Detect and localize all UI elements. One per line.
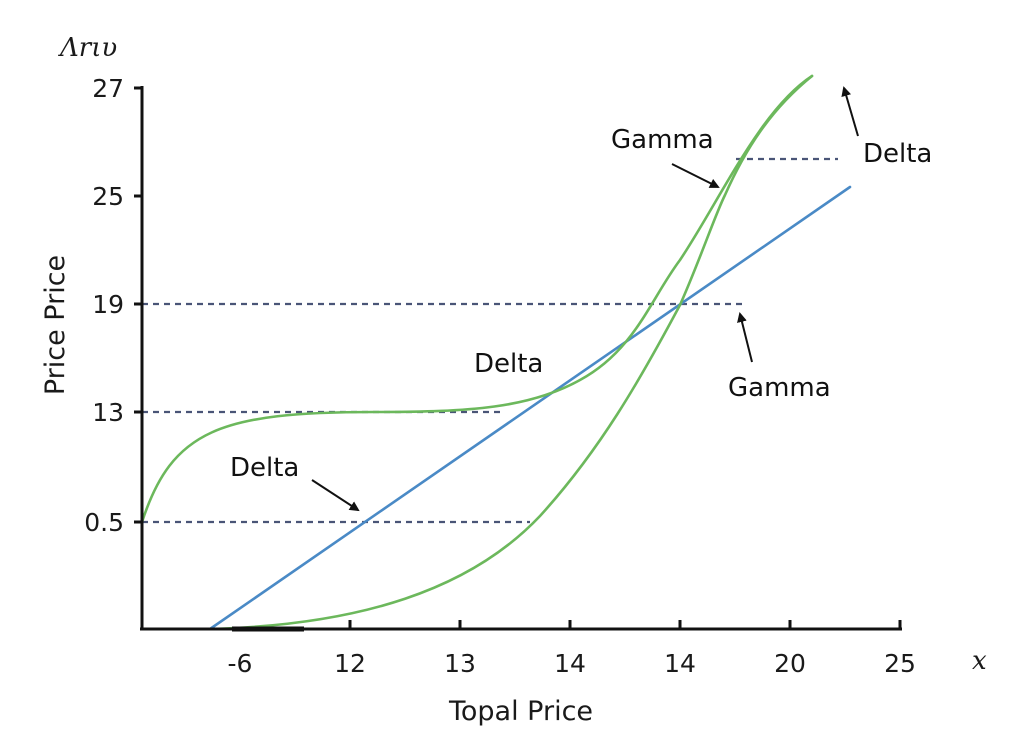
y-tick-label: 27 bbox=[92, 74, 124, 103]
series-line-green-1 bbox=[140, 74, 814, 524]
annotation-label: Gamma bbox=[728, 373, 831, 403]
annotation-arrow bbox=[311, 479, 360, 512]
y-tick-label: 0.5 bbox=[84, 508, 124, 537]
x-axis-symbol: x bbox=[972, 646, 987, 676]
annotation-label: Delta bbox=[863, 139, 932, 169]
annotation-arrow bbox=[737, 312, 753, 363]
annotation-arrow bbox=[841, 86, 859, 137]
y-tick-label: 13 bbox=[92, 398, 124, 427]
annotation-label: Delta bbox=[230, 453, 299, 483]
annotation-label: Gamma bbox=[611, 125, 714, 155]
y-tick-label: 19 bbox=[92, 290, 124, 319]
series-line-blue bbox=[208, 185, 852, 631]
axes bbox=[140, 86, 902, 632]
corner-label: Λrιυ bbox=[58, 33, 117, 63]
x-tick-label: 13 bbox=[444, 649, 476, 678]
annotations: Delta Delta Gamma Gamma Delta bbox=[230, 86, 932, 512]
x-tick-label: 12 bbox=[334, 649, 366, 678]
y-ticks: 0.5 13 19 25 27 bbox=[84, 74, 142, 537]
x-tick-label: 14 bbox=[664, 649, 696, 678]
series-line-green-2 bbox=[208, 74, 814, 631]
y-axis-title: Price Price bbox=[40, 255, 71, 395]
y-tick-label: 25 bbox=[92, 182, 124, 211]
x-tick-label: 20 bbox=[774, 649, 806, 678]
series-layer bbox=[140, 74, 852, 631]
x-tick-label: 25 bbox=[884, 649, 916, 678]
annotation-label: Delta bbox=[474, 349, 543, 379]
x-tick-label: 14 bbox=[554, 649, 586, 678]
annotation-arrow bbox=[671, 163, 720, 188]
x-ticks: -6 12 13 14 14 20 25 bbox=[228, 620, 916, 678]
x-tick-label: -6 bbox=[228, 649, 253, 678]
x-axis-title: Topal Price bbox=[448, 696, 593, 727]
